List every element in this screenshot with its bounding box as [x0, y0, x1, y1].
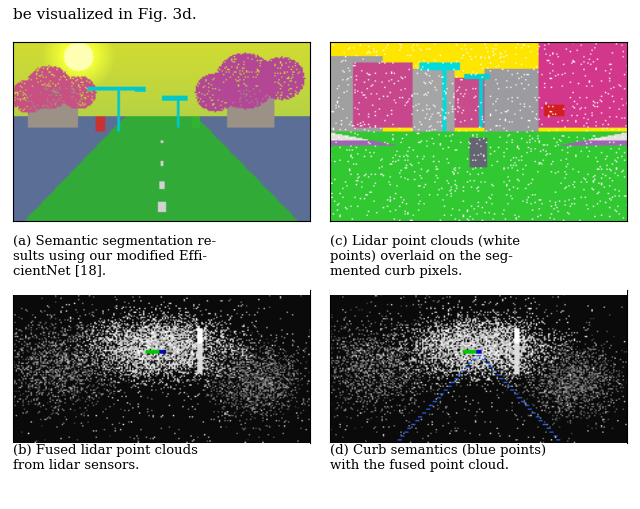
Text: (c) Lidar point clouds (white
points) overlaid on the seg-
mented curb pixels.: (c) Lidar point clouds (white points) ov… [330, 234, 520, 277]
Text: (d) Curb semantics (blue points)
with the fused point cloud.: (d) Curb semantics (blue points) with th… [330, 443, 546, 471]
Text: be visualized in Fig. 3d.: be visualized in Fig. 3d. [13, 8, 196, 21]
Text: (b) Fused lidar point clouds
from lidar sensors.: (b) Fused lidar point clouds from lidar … [13, 443, 198, 471]
Text: (a) Semantic segmentation re-
sults using our modified Effi-
cientNet [18].: (a) Semantic segmentation re- sults usin… [13, 234, 216, 277]
